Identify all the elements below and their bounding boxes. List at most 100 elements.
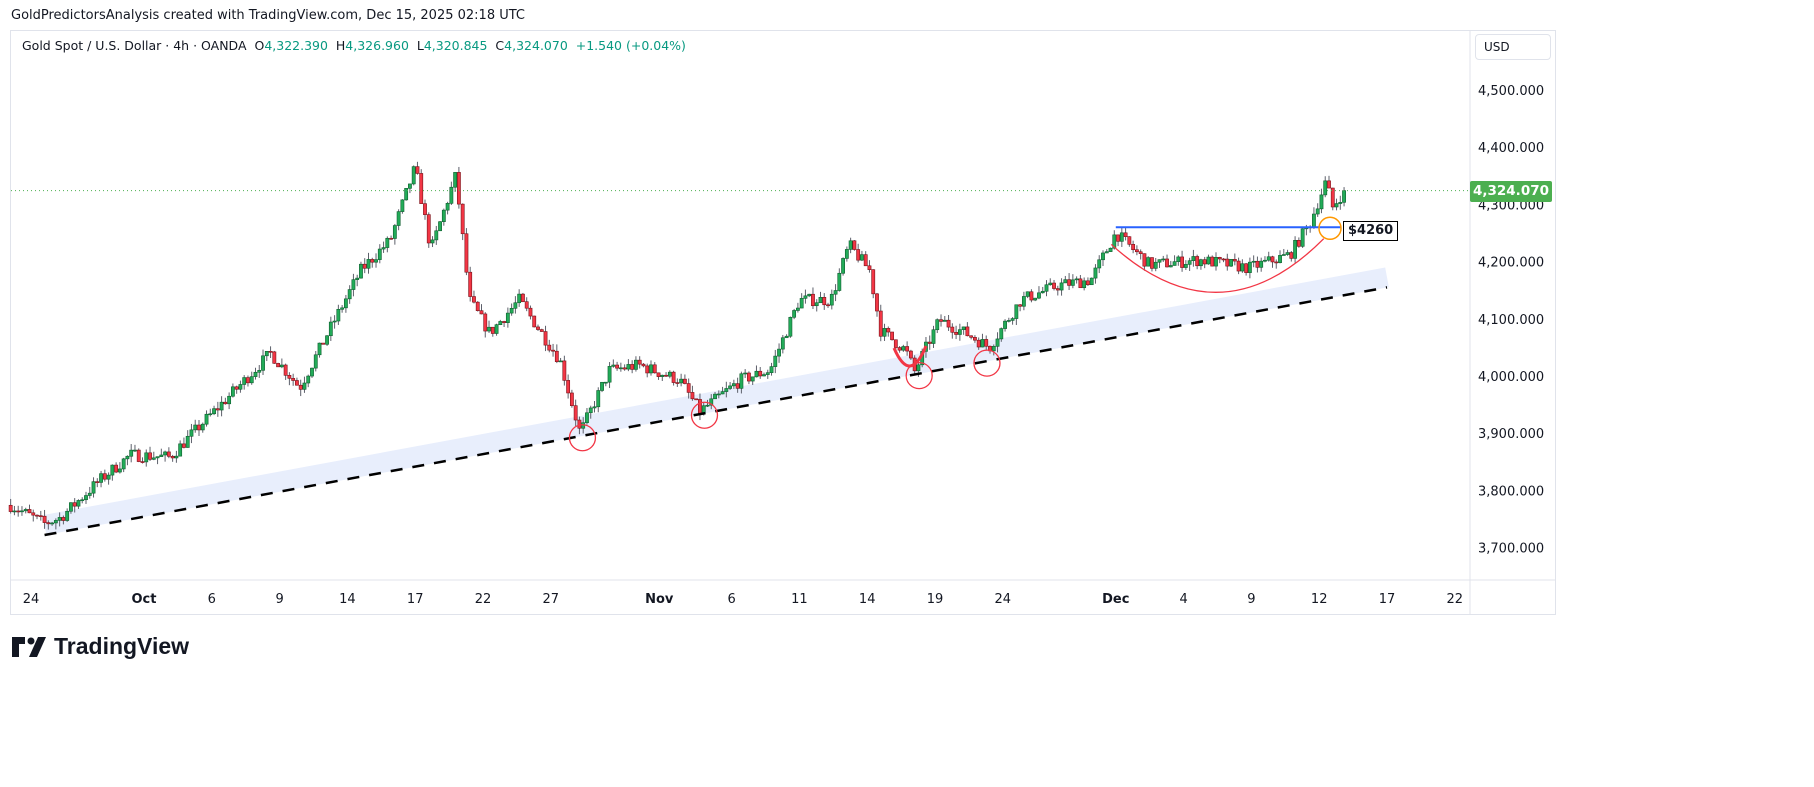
candle-down [464,233,469,273]
candle-up [807,293,812,297]
candle-up [230,386,235,397]
candle-up [957,329,962,335]
candle-up [1070,279,1075,286]
candle-down [637,359,642,365]
candle-up [1266,256,1271,261]
candle-down [370,259,375,263]
candle-up [441,209,446,222]
candle-up [144,452,149,463]
candle-down [223,401,228,405]
candle-up [731,383,736,387]
candle-down [1232,258,1237,262]
candle-up [848,240,853,250]
candle-up [716,393,721,396]
high-label: H [335,38,346,53]
candle-up [762,374,766,377]
candle-up [1074,278,1079,281]
candle-down [415,166,420,174]
candle-down [532,315,537,328]
candle-up [1108,247,1113,252]
support-touch-circle [905,362,933,390]
tradingview-logo[interactable]: TradingView [12,633,189,660]
candle-up [777,348,781,357]
candle-down [170,456,175,459]
currency-button[interactable]: USD [1475,34,1551,60]
candle-down [652,364,657,374]
candle-up [445,203,450,211]
candle-down [1296,240,1301,247]
candle-up [434,230,439,241]
candle-up [769,366,774,373]
candle-down [234,386,239,390]
trend-channel-band [42,267,1389,535]
low-label: L [416,38,424,53]
x-tick-label: 17 [407,592,424,607]
candle-down [46,522,51,525]
candle-up [626,364,631,370]
candle-up [739,373,744,389]
candle-up [1097,259,1102,269]
candle-down [95,481,100,483]
close-value: 4,324.070 [504,38,568,53]
candle-down [690,392,695,400]
x-tick-label: Oct [132,592,157,607]
candle-up [1010,318,1015,321]
candle-down [856,249,861,261]
candle-down [215,408,220,411]
candle-up [317,342,322,356]
candle-up [400,199,405,212]
candle-down [16,510,21,513]
candle-up [359,263,363,279]
candle-up [178,443,183,457]
candle-up [713,393,717,400]
support-touch-circle [568,424,597,452]
candle-up [408,183,412,189]
candle-down [1255,260,1260,268]
candle-up [227,395,232,405]
candle-up [212,408,216,415]
candle-up [1199,259,1203,267]
x-tick-label: 27 [543,592,560,607]
candle-up [1025,291,1030,297]
candle-up [837,272,842,291]
candle-down [102,473,107,480]
candle-down [694,398,699,401]
candle-up [1342,190,1346,203]
candle-up [784,335,789,339]
candle-up [743,372,748,375]
candle-up [1021,296,1026,307]
candle-up [1006,320,1011,322]
candle-up [803,295,808,299]
candle-down [246,377,250,384]
candle-up [882,328,887,337]
candle-up [159,454,164,457]
candle-up [261,355,265,371]
y-tick-label: 3,700.000 [1478,542,1544,557]
candle-up [585,412,589,424]
candle-up [750,376,755,382]
candle-up [841,258,845,274]
candle-up [1003,320,1007,329]
candle-up [773,355,778,367]
resistance-level-label[interactable]: $4260 [1343,221,1399,241]
candle-up [901,346,906,351]
x-tick-label: 24 [23,592,40,607]
candle-down [543,331,548,346]
candle-up [1285,252,1290,255]
candle-up [509,307,514,314]
candle-up [603,381,608,384]
candle-down [268,350,273,353]
x-tick-label: 12 [1311,592,1328,607]
candle-up [494,324,499,334]
candle-down [72,502,77,507]
candle-up [347,289,352,300]
candle-up [795,307,800,311]
candle-up [1191,256,1196,261]
candle-up [1251,260,1256,263]
candle-down [114,464,119,473]
candle-down [483,313,488,332]
candle-up [724,388,729,392]
candle-down [615,364,619,369]
candle-down [1221,258,1226,261]
